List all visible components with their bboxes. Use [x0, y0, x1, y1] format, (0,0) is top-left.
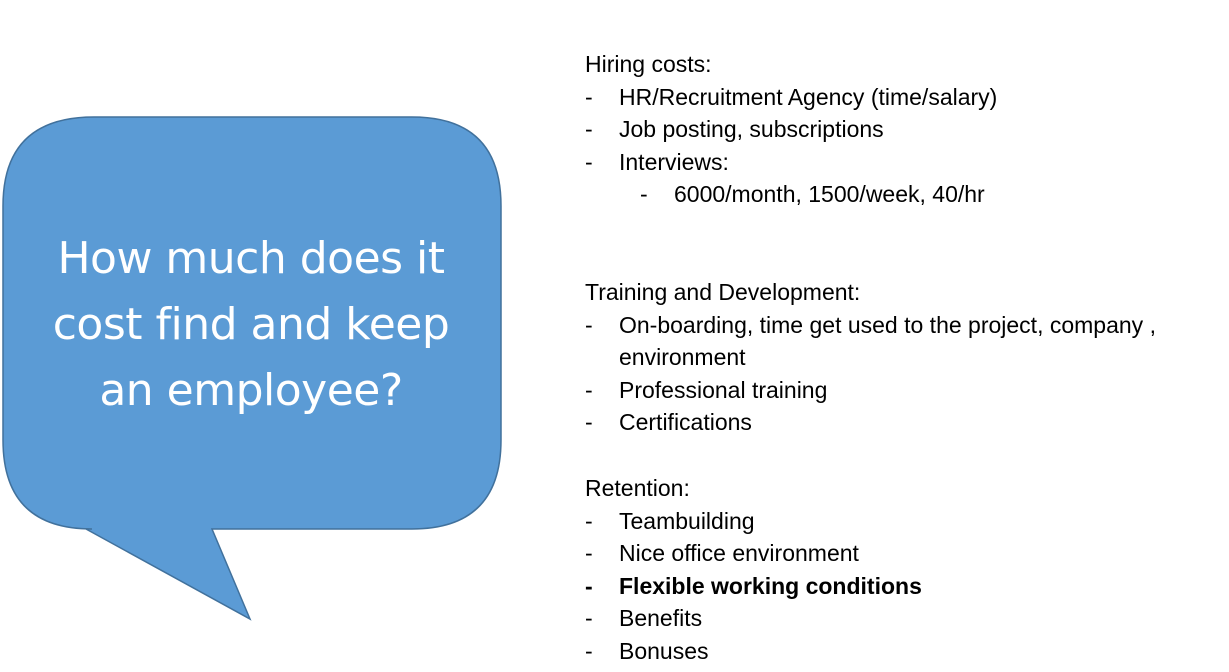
bullet-dash: -	[585, 148, 593, 175]
bullet-dash: -	[585, 409, 593, 435]
list-item-text: Nice office environment	[619, 540, 859, 566]
speech-bubble-shape	[2, 116, 502, 621]
bullet-dash: -	[585, 637, 593, 664]
list-item-text: Job posting, subscriptions	[619, 116, 884, 142]
retention-section: Retention: - Teambuilding - Nice office …	[585, 472, 1225, 667]
bullet-dash: -	[585, 376, 593, 403]
list-item-text: Flexible working conditions	[619, 572, 922, 599]
bullet-dash: -	[585, 572, 593, 599]
list-item-emphasized: - Flexible working conditions	[585, 570, 1225, 603]
bullet-dash: -	[585, 540, 593, 566]
list-item: - Teambuilding	[585, 505, 1225, 538]
list-item-text: Professional training	[619, 376, 828, 403]
list-item-text: Interviews:	[619, 148, 729, 175]
list-item: - Certifications	[585, 406, 1225, 439]
bubble-line-3: an employee?	[99, 365, 403, 416]
training-heading: Training and Development:	[585, 279, 861, 305]
bubble-line-1: How much does it	[57, 233, 445, 284]
bubble-line-2: cost find and keep	[52, 299, 450, 350]
bullet-dash: -	[585, 83, 593, 110]
list-item: - On-boarding, time get used to the proj…	[585, 309, 1225, 374]
list-item: - Professional training	[585, 374, 1225, 407]
bullet-dash: -	[585, 605, 593, 631]
speech-bubble: How much does it cost find and keep an e…	[0, 0, 520, 672]
hiring-costs-heading: Hiring costs:	[585, 51, 712, 77]
bubble-question: How much does it cost find and keep an e…	[20, 226, 482, 424]
training-section: Training and Development: - On-boarding,…	[585, 276, 1225, 439]
list-item: - HR/Recruitment Agency (time/salary)	[585, 81, 1225, 114]
list-item: - Job posting, subscriptions	[585, 113, 1225, 146]
bullet-dash: -	[640, 181, 648, 207]
bubble-outline	[2, 116, 502, 621]
list-item-text: Certifications	[619, 409, 752, 435]
bullet-dash: -	[585, 311, 593, 338]
list-item: - Interviews:	[585, 146, 1225, 179]
list-item: - Nice office environment	[585, 537, 1225, 570]
list-item: - Benefits	[585, 602, 1225, 635]
list-item: - Bonuses	[585, 635, 1225, 668]
list-subitem-text: 6000/month, 1500/week, 40/hr	[674, 181, 985, 207]
retention-heading: Retention:	[585, 475, 690, 501]
list-item-text: Teambuilding	[619, 507, 755, 534]
list-item-text: HR/Recruitment Agency (time/salary)	[619, 83, 998, 110]
bullet-dash: -	[585, 507, 593, 534]
list-subitem: - 6000/month, 1500/week, 40/hr	[585, 178, 1225, 211]
hiring-costs-section: Hiring costs: - HR/Recruitment Agency (t…	[585, 48, 1225, 211]
list-item-text: Bonuses	[619, 637, 709, 664]
bullet-dash: -	[585, 116, 593, 142]
list-item-text: On-boarding, time get used to the projec…	[619, 311, 1156, 371]
list-item-text: Benefits	[619, 605, 703, 631]
